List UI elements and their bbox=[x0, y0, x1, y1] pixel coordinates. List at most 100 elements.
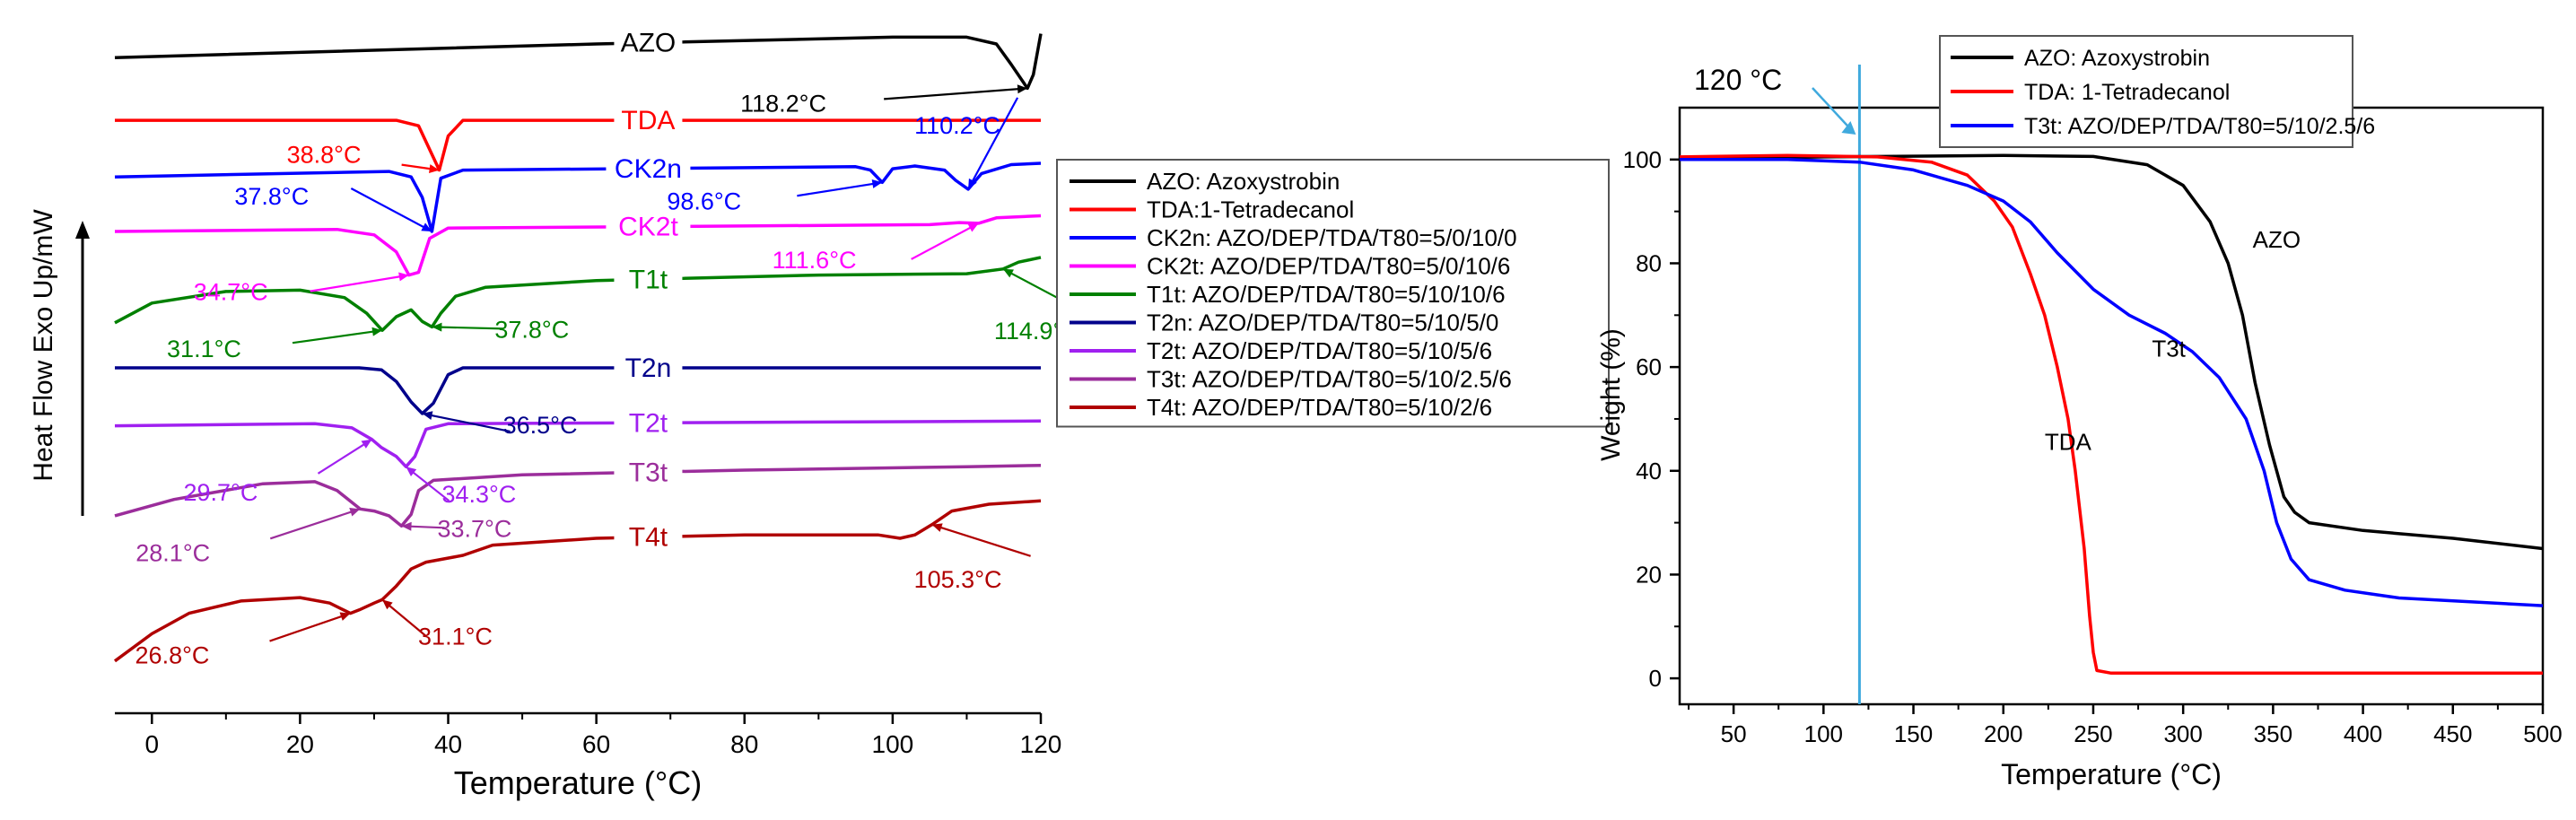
tga-x-tick-label: 300 bbox=[2163, 720, 2202, 747]
dsc-annotation-leader bbox=[884, 87, 1028, 100]
vline-label-arrow bbox=[1812, 87, 1854, 132]
tga-x-tick-label: 250 bbox=[2074, 720, 2112, 747]
tga-x-tick-label: 500 bbox=[2523, 720, 2562, 747]
dsc-legend: AZO: AzoxystrobinTDA:1-TetradecanolCK2n:… bbox=[1056, 159, 1610, 428]
dsc-chart: 0 20 40 60 80 100 120 Temperature (°C) Heat Fl… bbox=[29, 26, 1610, 801]
dsc-annotation-leader bbox=[292, 329, 383, 345]
vline-label-arrowhead bbox=[1841, 121, 1856, 135]
tga-x-tick-label: 450 bbox=[2433, 720, 2472, 747]
dsc-y-axis-title: Heat Flow Exo Up/mW bbox=[29, 209, 58, 482]
tga-curve-label-azo: AZO bbox=[2253, 226, 2301, 253]
dsc-annotation-arrowhead bbox=[406, 467, 417, 476]
dsc-annotation-leader bbox=[931, 523, 1031, 557]
dsc-annotation-label: 110.2°C bbox=[914, 112, 1000, 139]
dsc-curve-label-bg bbox=[614, 456, 683, 489]
tga-y-tick-label: 60 bbox=[1636, 353, 1662, 380]
dsc-annotation-leader bbox=[422, 412, 511, 432]
tga-y-tick-label: 20 bbox=[1636, 561, 1662, 588]
tga-x-tick-label: 200 bbox=[1984, 720, 2022, 747]
dsc-legend-item-t3t: T3t: AZO/DEP/TDA/T80=5/10/2.5/6 bbox=[1147, 366, 1512, 393]
dsc-series-tda bbox=[115, 118, 1041, 172]
dsc-annotation-arrowhead bbox=[339, 612, 351, 621]
tga-series-tda bbox=[1679, 153, 2543, 676]
dsc-legend-box bbox=[1056, 159, 1610, 428]
tga-x-tick-label: 400 bbox=[2344, 720, 2382, 747]
dsc-curve-label-t4t: T4t bbox=[629, 523, 668, 553]
dsc-annotation-label: 36.5°C bbox=[503, 412, 578, 439]
tga-y-axis-title: Weight (%) bbox=[1596, 328, 1626, 461]
dsc-curve-label-bg bbox=[614, 26, 683, 59]
dsc-annotation-leader bbox=[350, 188, 432, 232]
tga-x-tick-label: 100 bbox=[1804, 720, 1843, 747]
dsc-curve-label-bg bbox=[614, 352, 683, 384]
dsc-annotation-label: 105.3°C bbox=[914, 566, 1002, 593]
dsc-x-tick-label: 60 bbox=[582, 730, 610, 758]
tga-y-tick-label: 80 bbox=[1636, 249, 1662, 276]
dsc-annotation-leader bbox=[797, 181, 883, 197]
tga-series-t3t bbox=[1680, 158, 2544, 607]
dsc-annotation-leader bbox=[911, 222, 980, 260]
dsc-curve-label-bg bbox=[614, 104, 683, 137]
dsc-annotation-arrowhead bbox=[429, 164, 440, 173]
dsc-series-t1t bbox=[114, 256, 1042, 332]
tga-x-axis-title: Temperature (°C) bbox=[2001, 758, 2222, 790]
dsc-annotation-label: 28.1°C bbox=[135, 539, 210, 566]
dsc-annotation-arrowhead bbox=[361, 439, 372, 449]
dsc-legend-item-t1t: T1t: AZO/DEP/TDA/T80=5/10/10/6 bbox=[1147, 281, 1506, 308]
dsc-series-ck2t bbox=[114, 214, 1042, 277]
tga-x-tick-label: 150 bbox=[1894, 720, 1933, 747]
vline-label: 120 °C bbox=[1694, 64, 1782, 96]
dsc-annotation-label: 38.8°C bbox=[287, 142, 362, 169]
tga-x-tick-label: 50 bbox=[1721, 720, 1747, 747]
dsc-x-tick-label: 100 bbox=[872, 730, 914, 758]
dsc-legend-item-ck2n: CK2n: AZO/DEP/TDA/T80=5/0/10/0 bbox=[1147, 224, 1517, 251]
dsc-annotation-label: 31.1°C bbox=[167, 336, 241, 362]
dsc-annotation-leader bbox=[310, 274, 409, 292]
dsc-annotation-leader bbox=[269, 612, 351, 642]
dsc-annotation-label: 34.3°C bbox=[441, 481, 516, 508]
dsc-curve-label-bg bbox=[614, 263, 683, 296]
dsc-curve-label-tda: TDA bbox=[621, 106, 675, 135]
dsc-annotation-arrowhead bbox=[371, 327, 383, 336]
dsc-legend-item-ck2t: CK2t: AZO/DEP/TDA/T80=5/0/10/6 bbox=[1147, 253, 1510, 280]
dsc-curve-label-ck2t: CK2t bbox=[618, 213, 678, 242]
dsc-curve-label-t2t: T2t bbox=[629, 408, 668, 438]
tga-legend: AZO: Azoxystrobin TDA: 1-Tetradecanol T3t:… bbox=[1939, 35, 2375, 148]
dsc-annotation-arrowhead bbox=[398, 272, 409, 282]
tga-curve-label-tda: TDA bbox=[2045, 429, 2092, 456]
dsc-annotation-label: 37.8°C bbox=[494, 316, 569, 343]
tga-legend-item-azo: AZO: Azoxystrobin bbox=[2024, 46, 2210, 71]
dsc-curve-label-bg bbox=[614, 406, 683, 440]
dsc-annotation-label: 26.8°C bbox=[135, 642, 210, 669]
dsc-annotation-label: 111.6°C bbox=[773, 247, 857, 274]
dsc-curve-label-t3t: T3t bbox=[629, 458, 668, 487]
tga-legend-item-t3t: T3t: AZO/DEP/TDA/T80=5/10/2.5/6 bbox=[2024, 114, 2375, 139]
tga-y-tick-label: 40 bbox=[1636, 458, 1662, 484]
dsc-curve-label-bg bbox=[606, 152, 691, 185]
dsc-annotation-label: 31.1°C bbox=[418, 623, 493, 650]
dsc-annotation-arrowhead bbox=[401, 521, 412, 531]
dsc-annotation-label: 37.8°C bbox=[234, 183, 309, 210]
dsc-annotation-arrowhead bbox=[931, 523, 943, 532]
dsc-annotation-leader bbox=[967, 97, 1019, 190]
dsc-x-tick-label: 40 bbox=[434, 730, 462, 758]
dsc-annotation-arrowhead bbox=[871, 179, 883, 188]
dsc-annotation-arrowhead bbox=[432, 322, 442, 332]
dsc-series-azo bbox=[114, 33, 1043, 91]
dsc-annotation-label: 33.7°C bbox=[438, 515, 512, 542]
dsc-annotation-leader bbox=[432, 326, 504, 330]
dsc-series-t2t bbox=[114, 419, 1042, 468]
dsc-curve-label-ck2n: CK2n bbox=[615, 154, 682, 184]
tga-plot-frame bbox=[1678, 106, 2545, 706]
tga-y-tick-label: 100 bbox=[1623, 146, 1662, 173]
dsc-annotation-arrowhead bbox=[968, 178, 977, 189]
dsc-x-axis: 0 20 40 60 80 100 120 bbox=[115, 711, 1061, 758]
dsc-annotation-label: 34.7°C bbox=[194, 279, 268, 306]
dsc-annotation-leader bbox=[269, 508, 361, 540]
dsc-annotation-arrowhead bbox=[1002, 268, 1014, 278]
dsc-curve-label-azo: AZO bbox=[621, 29, 677, 58]
dsc-x-axis-title: Temperature (°C) bbox=[454, 764, 702, 801]
dsc-legend-item-t2t: T2t: AZO/DEP/TDA/T80=5/10/5/6 bbox=[1147, 337, 1492, 364]
dsc-annotation-leader bbox=[317, 438, 373, 475]
